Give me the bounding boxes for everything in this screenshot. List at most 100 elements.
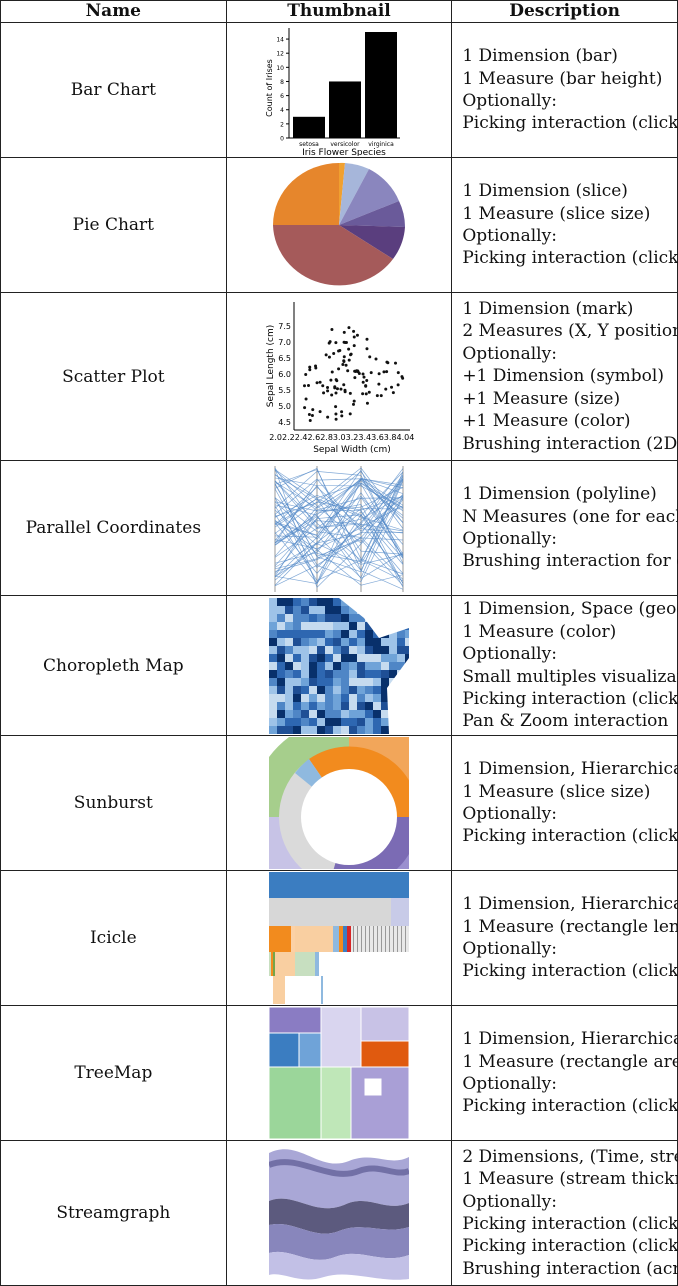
map-region xyxy=(356,693,365,702)
scatter-point xyxy=(335,386,339,390)
scatter-point xyxy=(310,413,314,417)
map-region xyxy=(364,661,373,670)
parallel-polyline xyxy=(274,504,404,584)
map-region xyxy=(284,605,293,614)
map-region xyxy=(284,637,293,646)
map-region xyxy=(404,645,409,654)
map-region xyxy=(372,637,381,646)
map-region xyxy=(308,653,317,662)
scatter-point xyxy=(365,378,369,382)
icicle-rect xyxy=(294,926,333,952)
map-region xyxy=(332,701,341,710)
icicle-rect xyxy=(332,926,339,952)
map-region xyxy=(372,717,381,726)
map-region xyxy=(308,693,317,702)
description-line: Picking interaction (click on rectangle) xyxy=(462,1096,678,1117)
map-region xyxy=(284,629,293,638)
treemap-thumbnail xyxy=(225,1005,453,1141)
scatter-point xyxy=(326,415,330,419)
parallel-polyline xyxy=(274,497,403,577)
scatter-point xyxy=(355,333,359,337)
description-line: Optionally: xyxy=(462,226,557,246)
map-region xyxy=(332,677,341,686)
parallel-polyline xyxy=(274,475,404,561)
map-region xyxy=(348,709,357,718)
map-region xyxy=(332,669,341,678)
scatter-point xyxy=(352,329,356,333)
map-region xyxy=(284,717,293,726)
scatter-point xyxy=(329,378,333,382)
table-row: Bar Chart 0 2 4 6 8 10 12 14 setosa versicolor vi… xyxy=(0,22,678,158)
map-region xyxy=(308,725,317,734)
row-description: 1 Dimension, Hierarchical (rectangles) 1… xyxy=(451,1005,678,1141)
map-region xyxy=(292,661,301,670)
description-line: 1 Measure (color) xyxy=(462,621,617,642)
map-region xyxy=(332,637,341,646)
map-region xyxy=(332,597,341,606)
table-row: TreeMap 1 Dimension, Hierarchica xyxy=(0,1005,678,1141)
description-line: +1 Measure (color) xyxy=(462,411,631,432)
bar-y-axis-label: Count of Irises xyxy=(265,59,274,117)
icicle-rect xyxy=(272,952,275,976)
scatter-point xyxy=(332,351,336,355)
row-description: 2 Dimensions, (Time, streams) 1 Measure … xyxy=(451,1140,678,1286)
scatter-point xyxy=(342,382,346,386)
description-line: Picking interaction (click on bar) xyxy=(462,113,678,134)
map-region xyxy=(380,717,389,726)
scatter-point xyxy=(321,383,325,387)
map-region xyxy=(292,621,301,630)
scatter-point xyxy=(374,357,378,361)
scatter-point xyxy=(334,411,338,415)
bar-y-tick-label: 8 xyxy=(280,79,284,86)
scatter-point xyxy=(334,340,338,344)
map-region xyxy=(348,669,357,678)
map-region xyxy=(268,613,277,622)
scatter-y-tick-label: 6.0 xyxy=(278,370,291,379)
scatter-point xyxy=(315,380,319,384)
map-region xyxy=(292,637,301,646)
description-line: 1 Dimension, Space (geographic region) xyxy=(462,599,678,620)
parallel-polyline xyxy=(274,543,404,581)
icicle-figure xyxy=(268,872,409,1004)
map-region xyxy=(396,637,405,646)
parallel-polyline xyxy=(274,478,404,532)
pie-slice xyxy=(272,225,393,286)
map-region xyxy=(316,677,325,686)
icicle-rect xyxy=(380,926,382,952)
map-region xyxy=(268,629,277,638)
map-region xyxy=(268,605,277,614)
map-region xyxy=(276,613,285,622)
map-region xyxy=(332,645,341,654)
scatter-point xyxy=(308,418,312,422)
map-region xyxy=(324,677,333,686)
map-region xyxy=(324,613,333,622)
map-region xyxy=(268,669,277,678)
scatter-point xyxy=(318,380,322,384)
scatter-point xyxy=(365,346,369,350)
map-region xyxy=(324,621,333,630)
scatter-point xyxy=(391,390,395,394)
map-region xyxy=(348,629,357,638)
map-region xyxy=(324,685,333,694)
parallel-polyline xyxy=(274,479,404,550)
map-region xyxy=(308,709,317,718)
description-line: +1 Measure (size) xyxy=(462,388,621,409)
header-name: Name xyxy=(0,0,227,23)
map-region xyxy=(348,621,357,630)
map-region xyxy=(284,645,293,654)
pie-slice xyxy=(338,169,399,225)
scatter-point xyxy=(339,387,343,391)
map-region xyxy=(364,645,373,654)
scatter-point xyxy=(357,371,361,375)
description-line: Picking interaction (click on slice) xyxy=(462,248,678,269)
icicle-rect xyxy=(346,926,351,952)
scatter-y-tick-label: 5.5 xyxy=(278,386,291,395)
map-region xyxy=(268,597,277,606)
map-region xyxy=(340,629,349,638)
scatter-point xyxy=(328,339,332,343)
map-region xyxy=(388,637,397,646)
map-region xyxy=(276,597,285,606)
description-line: Brushing interaction (across Time) xyxy=(462,1258,678,1279)
map-region xyxy=(356,677,365,686)
